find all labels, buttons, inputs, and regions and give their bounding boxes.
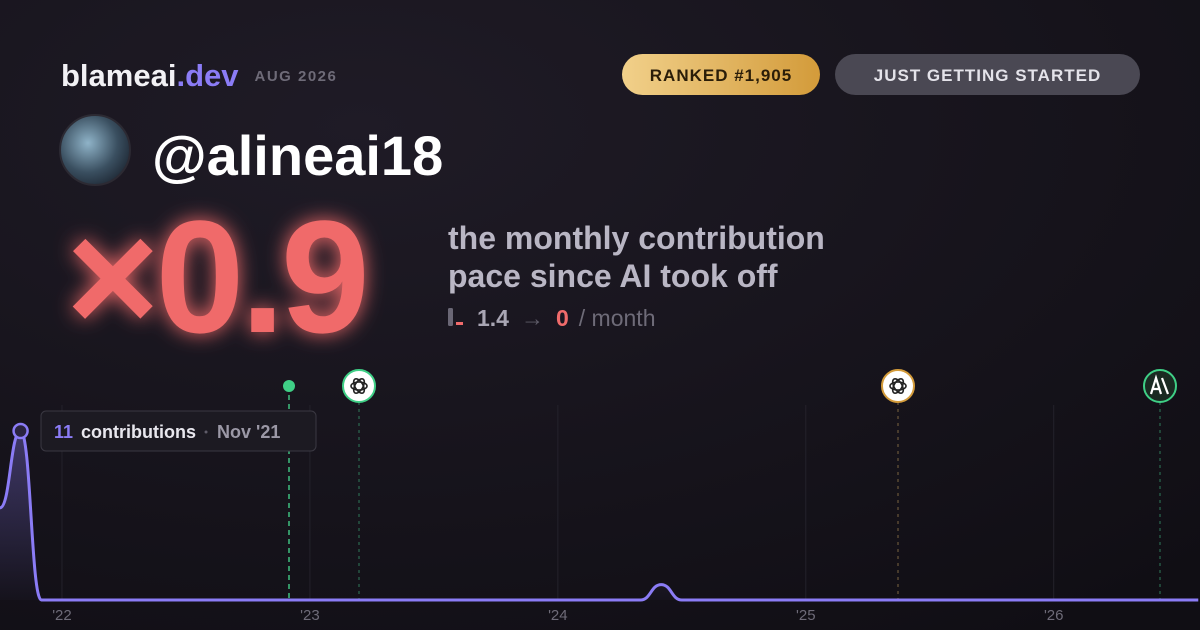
description: the monthly contribution: [448, 220, 825, 256]
pace-arrow: →: [521, 305, 544, 331]
brand-suffix: .dev: [176, 58, 239, 93]
pace-icon: [456, 322, 463, 325]
peak-marker: [12, 422, 29, 440]
username: @alineai18: [152, 124, 443, 187]
pace-after: 0: [556, 305, 569, 331]
event-dot: [283, 380, 295, 392]
status-badge: [835, 54, 1140, 95]
description: pace since AI took off: [448, 258, 778, 294]
tooltip-value: 11: [54, 422, 73, 442]
x-tick-label: '26: [1044, 607, 1064, 624]
openai-icon: [342, 369, 376, 403]
tooltip-unit: contributions: [81, 422, 196, 442]
pace-before: 1.4: [477, 305, 509, 331]
tooltip-date: Nov '21: [217, 422, 280, 442]
contribution-line: [0, 429, 1199, 602]
rank-label: RANKED #1,905: [650, 66, 792, 85]
tooltip-separator: [204, 430, 208, 434]
x-tick-label: '25: [796, 607, 816, 624]
x-tick-label: '24: [548, 607, 568, 624]
rank-badge: [622, 54, 820, 95]
date: AUG 2026: [254, 68, 337, 85]
avatar: [59, 114, 131, 186]
x-tick-label: '23: [300, 607, 320, 624]
pace-icon: [448, 308, 453, 326]
openai-icon: [881, 369, 915, 403]
status-label: JUST GETTING STARTED: [874, 66, 1101, 85]
x-tick-label: '22: [52, 607, 72, 624]
multiplier: ×0.9: [66, 187, 366, 366]
pace-unit: / month: [579, 305, 656, 331]
anthropic-icon: [1143, 369, 1177, 403]
brand: blameai: [61, 58, 176, 93]
tooltip: [40, 410, 317, 452]
